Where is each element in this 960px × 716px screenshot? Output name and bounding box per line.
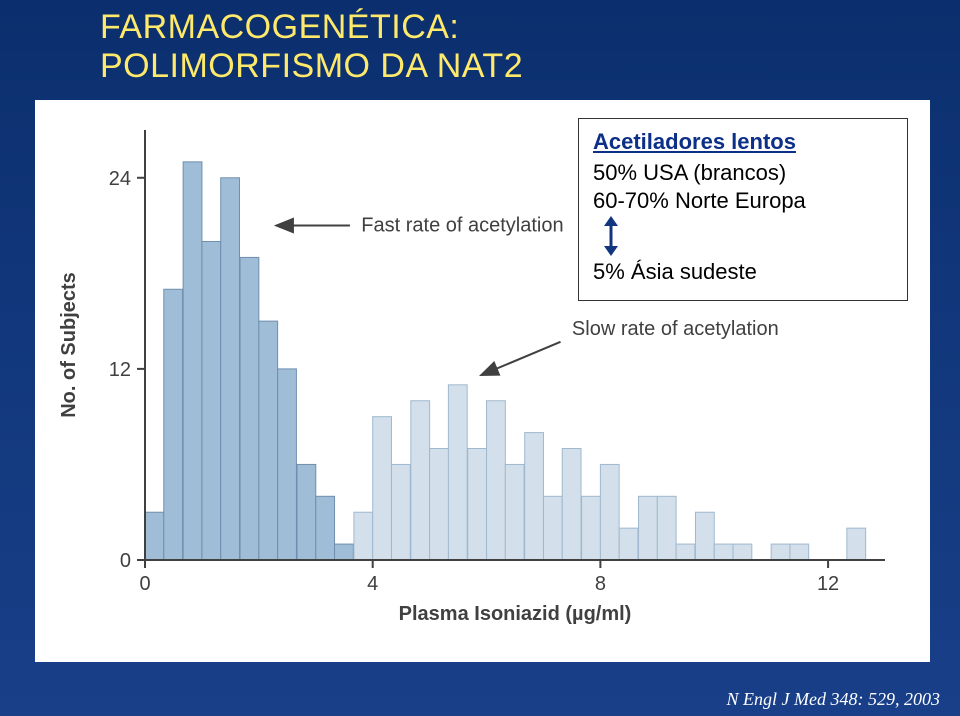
x-axis-label: Plasma Isoniazid (µg/ml): [399, 603, 632, 625]
bar-fast: [335, 544, 354, 560]
xtick-label: 4: [367, 573, 378, 595]
bar-slow: [505, 464, 524, 560]
info-box: Acetiladores lentos 50% USA (brancos) 60…: [578, 118, 908, 301]
info-box-line-3: 5% Ásia sudeste: [593, 258, 893, 286]
bar-slow: [430, 449, 449, 560]
bar-fast: [278, 369, 297, 560]
bar-slow: [847, 528, 866, 560]
bar-fast: [221, 178, 240, 560]
bar-slow: [373, 417, 392, 560]
bar-slow: [790, 544, 809, 560]
xtick-label: 12: [817, 573, 839, 595]
bar-slow: [657, 496, 676, 560]
bar-slow: [714, 544, 733, 560]
y-axis-label: No. of Subjects: [58, 272, 80, 418]
bar-slow: [354, 512, 373, 560]
bar-fast: [202, 241, 221, 560]
bar-slow: [676, 544, 695, 560]
bar-slow: [771, 544, 790, 560]
xtick-label: 8: [595, 573, 606, 595]
ytick-label: 24: [109, 168, 131, 190]
ytick-label: 12: [109, 359, 131, 381]
bar-slow: [695, 512, 714, 560]
bar-fast: [164, 289, 183, 560]
citation: N Engl J Med 348: 529, 2003: [727, 689, 940, 710]
bar-fast: [145, 512, 164, 560]
bar-fast: [316, 496, 335, 560]
info-box-line-2: 60-70% Norte Europa: [593, 187, 893, 215]
bar-fast: [297, 464, 316, 560]
title-line-2: POLIMORFISMO DA NAT2: [100, 47, 523, 86]
bar-fast: [240, 257, 259, 560]
bar-slow: [391, 464, 410, 560]
info-box-line-1: 50% USA (brancos): [593, 159, 893, 187]
bar-fast: [183, 162, 202, 560]
slow-label-arrow: [481, 342, 561, 375]
bar-slow: [562, 449, 581, 560]
fast-label: Fast rate of acetylation: [361, 215, 563, 237]
xtick-label: 0: [139, 573, 150, 595]
title-line-1: FARMACOGENÉTICA:: [100, 8, 523, 47]
double-arrow-icon: [599, 216, 623, 256]
bar-fast: [259, 321, 278, 560]
chart-panel: 0 12 24 0 4 8 12 Plasma Isoniazid (µg/ml) No. of…: [35, 100, 930, 662]
info-box-arrow-gap: [593, 214, 893, 258]
bar-slow: [600, 464, 619, 560]
bar-slow: [448, 385, 467, 560]
bar-slow: [487, 401, 506, 560]
info-box-heading: Acetiladores lentos: [593, 129, 893, 155]
ytick-label: 0: [120, 550, 131, 572]
bar-slow: [543, 496, 562, 560]
bar-slow: [733, 544, 752, 560]
bar-slow: [582, 496, 601, 560]
bar-slow: [639, 496, 658, 560]
slide: FARMACOGENÉTICA: POLIMORFISMO DA NAT2 0 1…: [0, 0, 960, 716]
bar-slow: [411, 401, 430, 560]
bar-slow: [619, 528, 638, 560]
bar-slow: [468, 449, 487, 560]
slide-title: FARMACOGENÉTICA: POLIMORFISMO DA NAT2: [100, 8, 523, 86]
slow-label: Slow rate of acetylation: [572, 318, 779, 340]
bar-slow: [525, 433, 544, 560]
